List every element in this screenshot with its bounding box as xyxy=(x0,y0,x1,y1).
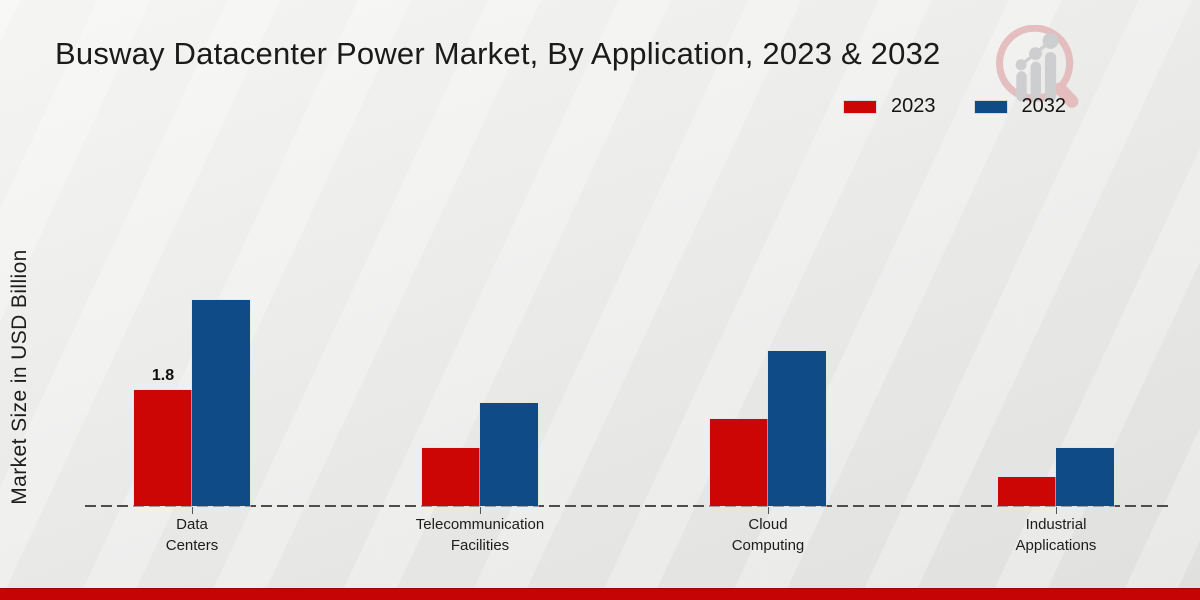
category-label-data-centers: Data Centers xyxy=(165,516,219,554)
x-axis-baseline xyxy=(85,505,1168,507)
magnifier-handle-icon xyxy=(1053,82,1079,108)
bar-2023-telecommunication-facilities xyxy=(422,448,480,506)
legend-item-2023: 2023 xyxy=(843,95,936,118)
x-axis-tick-data-centers xyxy=(192,507,193,514)
category-label-industrial-applications: Industrial Applications xyxy=(1015,516,1097,554)
footer-accent-bar xyxy=(0,588,1200,600)
growth-bars-icon xyxy=(1016,52,1057,102)
legend-label-2032: 2032 xyxy=(1021,95,1067,117)
magnifier-growth-chart-logo xyxy=(996,25,1079,108)
bar-2023-data-centers xyxy=(134,390,192,506)
category-label-cloud-computing: Cloud Computing xyxy=(731,516,805,554)
bar-2023-cloud-computing xyxy=(710,419,768,506)
legend: 2023 2032 xyxy=(843,95,1066,118)
legend-label-2023: 2023 xyxy=(891,95,936,117)
bar-2032-industrial-applications xyxy=(1056,448,1114,506)
bar-2032-telecommunication-facilities xyxy=(480,403,538,506)
x-axis-tick-industrial-applications xyxy=(1056,507,1057,514)
trend-line-icon xyxy=(1015,32,1059,71)
x-axis-tick-telecommunication-facilities xyxy=(480,507,481,514)
bar-2032-data-centers xyxy=(192,300,250,506)
category-label-telecommunication-facilities: Telecommunication Facilities xyxy=(415,516,545,554)
legend-swatch-2032-icon xyxy=(973,99,1008,114)
page-title: Busway Datacenter Power Market, By Appli… xyxy=(55,36,941,71)
bar-2032-cloud-computing xyxy=(768,351,826,506)
bar-value-label-2023-data-centers: 1.8 xyxy=(151,367,175,384)
bar-2023-industrial-applications xyxy=(998,477,1056,506)
x-axis-tick-cloud-computing xyxy=(768,507,769,514)
legend-swatch-2023-icon xyxy=(843,99,877,114)
legend-item-2032: 2032 xyxy=(973,95,1067,118)
